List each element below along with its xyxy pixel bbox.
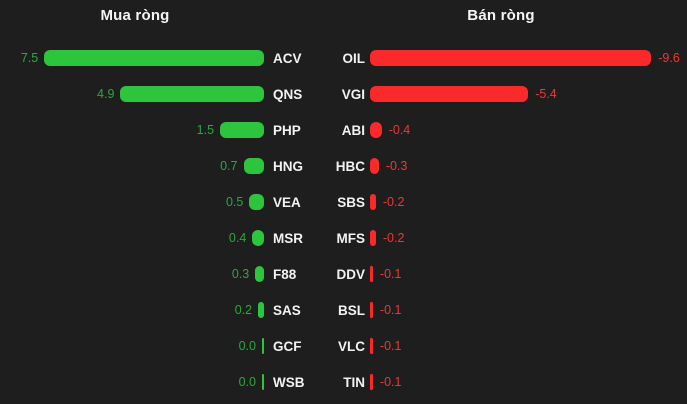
- sell-value-label: -0.1: [379, 338, 402, 353]
- chart-row: 0.2 SAS BSL -0.1: [0, 292, 687, 328]
- buy-column-title: Mua ròng: [100, 7, 170, 24]
- sell-value-label: -0.2: [382, 194, 405, 209]
- sell-bar-cell: -0.2: [370, 230, 687, 246]
- chart-row: 0.0 WSB TIN -0.1: [0, 364, 687, 400]
- buy-value-label: 1.5: [196, 122, 215, 137]
- chart-row: 0.3 F88 DDV -0.1: [0, 256, 687, 292]
- sell-ticker-label: SBS: [337, 194, 365, 210]
- buy-ticker-label: VEA: [273, 194, 301, 210]
- buy-bar: [120, 86, 264, 102]
- buy-bar: [255, 266, 264, 282]
- buy-value-label: 4.9: [97, 86, 115, 101]
- chart-row: 0.0 GCF VLC -0.1: [0, 328, 687, 364]
- buy-bar-cell: 0.5: [0, 194, 264, 210]
- chart-headers: Mua ròng Bán ròng: [0, 0, 687, 40]
- buy-ticker-label: ACV: [273, 50, 302, 66]
- sell-value-label: -9.6: [658, 50, 680, 65]
- buy-ticker-label: GCF: [273, 338, 302, 354]
- buy-bar: [258, 302, 264, 318]
- chart-row: 4.9 QNS VGI -5.4: [0, 76, 687, 112]
- buy-ticker-label: QNS: [273, 86, 303, 102]
- sell-bar-cell: -0.3: [370, 158, 687, 174]
- sell-bar: [370, 122, 382, 138]
- buy-bar-cell: 4.9: [0, 86, 264, 102]
- sell-bar-cell: -9.6: [370, 50, 687, 66]
- sell-value-label: -0.1: [379, 266, 402, 281]
- buy-bar: [220, 122, 264, 138]
- buy-ticker-label: SAS: [273, 302, 301, 318]
- sell-bar: [370, 302, 373, 318]
- buy-bar-cell: 0.3: [0, 266, 264, 282]
- buy-value-label: 0.5: [225, 194, 244, 209]
- buy-ticker-label: MSR: [273, 230, 303, 246]
- buy-value-label: 0.2: [234, 302, 253, 317]
- buy-bar: [252, 230, 264, 246]
- sell-bar-cell: -0.1: [370, 266, 687, 282]
- buy-bar: [249, 194, 264, 210]
- buy-bar-cell: 0.7: [0, 158, 264, 174]
- sell-value-label: -0.2: [382, 230, 405, 245]
- buy-value-label: 0.0: [238, 374, 256, 389]
- buy-value-label: 0.3: [231, 266, 250, 281]
- buy-bar: [44, 50, 264, 66]
- sell-ticker-label: OIL: [342, 50, 366, 66]
- buy-bar-cell: 0.2: [0, 302, 264, 318]
- sell-ticker-label: BSL: [338, 302, 365, 318]
- buy-bar-cell: 0.0: [0, 338, 264, 354]
- sell-ticker-label: ABI: [341, 122, 365, 138]
- sell-ticker-label: HBC: [335, 158, 365, 174]
- buy-bar-cell: 0.4: [0, 230, 264, 246]
- sell-bar: [370, 266, 373, 282]
- buy-ticker-label: WSB: [273, 374, 305, 390]
- buy-bar: [262, 374, 264, 390]
- sell-bar: [370, 374, 373, 390]
- sell-ticker-label: MFS: [336, 230, 366, 246]
- chart-rows: 7.5 ACV OIL -9.6 4.9 QNS VGI -5.4 1.5 PHP ABI -0.4 0…: [0, 40, 687, 400]
- sell-bar-cell: -0.1: [370, 338, 687, 354]
- sell-value-label: -0.1: [379, 374, 402, 389]
- chart-row: 7.5 ACV OIL -9.6: [0, 40, 687, 76]
- sell-bar-cell: -0.4: [370, 122, 687, 138]
- sell-ticker-label: VGI: [341, 86, 365, 102]
- buy-ticker-label: F88: [273, 266, 297, 282]
- buy-bar-cell: 0.0: [0, 374, 264, 390]
- sell-bar: [370, 158, 379, 174]
- sell-bar: [370, 194, 376, 210]
- chart-row: 1.5 PHP ABI -0.4: [0, 112, 687, 148]
- buy-ticker-label: PHP: [273, 122, 301, 138]
- buy-ticker-label: HNG: [273, 158, 303, 174]
- sell-value-label: -0.1: [379, 302, 402, 317]
- sell-bar: [370, 86, 529, 102]
- buy-value-label: 7.5: [20, 50, 39, 65]
- sell-bar-cell: -5.4: [370, 86, 687, 102]
- buy-bar-cell: 7.5: [0, 50, 264, 66]
- buy-value-label: 0.0: [238, 338, 256, 353]
- buy-value-label: 0.7: [220, 158, 238, 173]
- buy-bar: [243, 158, 264, 174]
- sell-bar: [370, 230, 376, 246]
- buy-bar: [262, 338, 264, 354]
- sell-bar: [370, 50, 652, 66]
- chart-row: 0.4 MSR MFS -0.2: [0, 220, 687, 256]
- sell-ticker-label: VLC: [338, 338, 365, 354]
- sell-value-label: -0.4: [388, 122, 411, 137]
- sell-ticker-label: DDV: [336, 266, 365, 282]
- sell-bar-cell: -0.2: [370, 194, 687, 210]
- sell-value-label: -0.3: [385, 158, 408, 173]
- chart-row: 0.7 HNG HBC -0.3: [0, 148, 687, 184]
- buy-value-label: 0.4: [228, 230, 247, 245]
- sell-ticker-label: TIN: [343, 374, 365, 390]
- sell-column-title: Bán ròng: [467, 7, 535, 24]
- sell-value-label: -5.4: [535, 86, 557, 101]
- sell-bar: [370, 338, 373, 354]
- buy-bar-cell: 1.5: [0, 122, 264, 138]
- sell-bar-cell: -0.1: [370, 374, 687, 390]
- chart-row: 0.5 VEA SBS -0.2: [0, 184, 687, 220]
- sell-bar-cell: -0.1: [370, 302, 687, 318]
